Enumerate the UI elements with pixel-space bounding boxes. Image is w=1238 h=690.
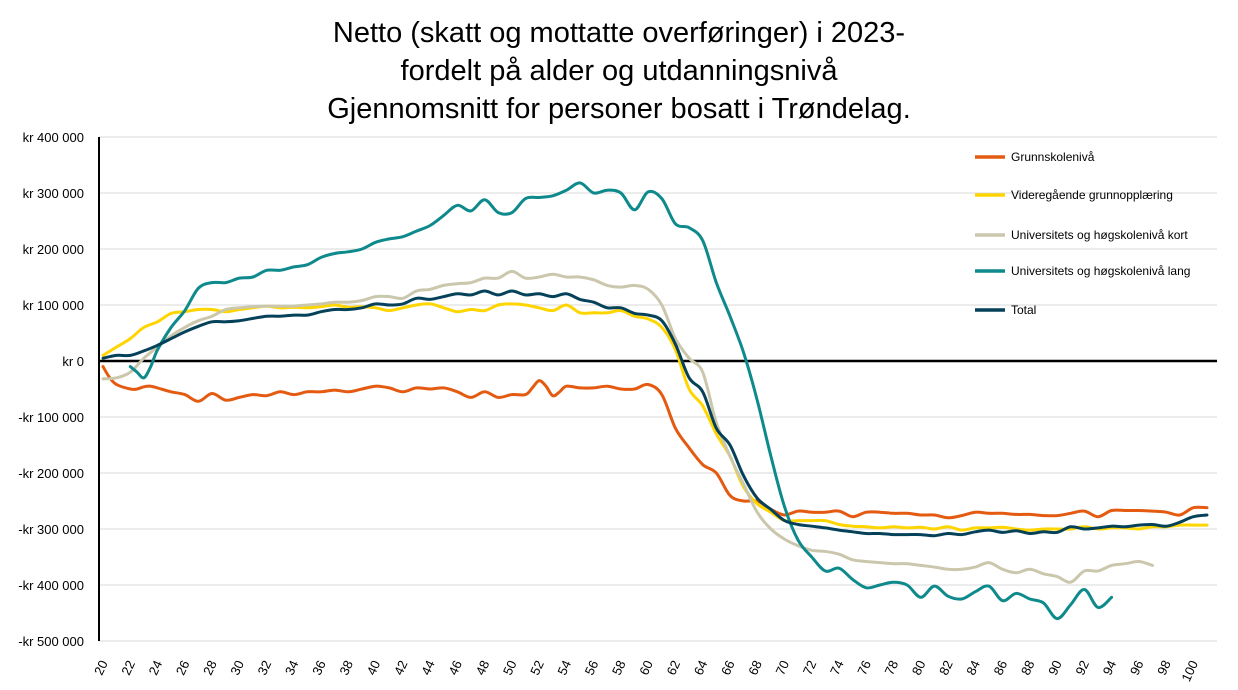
- series-line-3: [101, 269, 1154, 584]
- series-line-5: [101, 289, 1209, 538]
- x-tick-label: 22: [118, 658, 138, 677]
- x-tick-label: 32: [255, 658, 275, 677]
- x-tick-label: 94: [1100, 658, 1120, 677]
- chart-title-line-1: Netto (skatt og mottatte overføringer) i…: [332, 17, 906, 49]
- y-tick-label: -kr 200 000: [18, 466, 84, 481]
- gridlines: [99, 136, 1217, 642]
- x-tick-label: 30: [227, 658, 247, 677]
- x-tick-label: 44: [418, 658, 438, 677]
- legend-label: Universitets og høgskolenivå kort: [1011, 228, 1188, 242]
- x-tick-label: 58: [609, 658, 629, 677]
- x-tick-label: 74: [827, 658, 847, 677]
- y-axis-tick-labels: kr 400 000 kr 300 000 kr 200 000 kr 100 000…: [18, 130, 84, 649]
- legend-label: Universitets og høgskolenivå lang: [1011, 264, 1190, 278]
- x-tick-label: 78: [882, 658, 902, 677]
- x-tick-label: 60: [636, 658, 656, 677]
- series-lines: [101, 181, 1209, 621]
- chart-title-line-2: fordelt på alder og utdanningsnivå: [400, 55, 838, 87]
- x-tick-label: 28: [200, 658, 220, 677]
- x-tick-label: 36: [309, 658, 329, 677]
- x-tick-label: 40: [364, 658, 384, 677]
- x-tick-label: 64: [691, 658, 711, 677]
- x-tick-label: 52: [527, 658, 547, 677]
- chart-title: Netto (skatt og mottatte overføringer) i…: [0, 14, 1238, 128]
- x-tick-label: 68: [745, 658, 765, 677]
- series-line-1: [101, 365, 1209, 520]
- x-tick-label: 92: [1072, 658, 1092, 677]
- x-tick-label: 86: [991, 658, 1011, 677]
- y-tick-label: -kr 400 000: [18, 578, 84, 593]
- x-tick-label: 26: [173, 658, 193, 677]
- x-tick-label: 54: [554, 658, 574, 677]
- x-tick-label: 84: [963, 658, 983, 677]
- y-tick-label: kr 400 000: [23, 130, 84, 145]
- x-tick-label: 50: [500, 658, 520, 677]
- x-tick-label: 48: [473, 658, 493, 677]
- x-tick-label: 100: [1178, 658, 1201, 684]
- x-tick-label: 96: [1127, 658, 1147, 677]
- x-tick-label: 88: [1018, 658, 1038, 677]
- x-tick-label: 38: [336, 658, 356, 677]
- y-tick-label: -kr 500 000: [18, 634, 84, 649]
- legend-label: Total: [1011, 303, 1036, 317]
- x-tick-label: 56: [582, 658, 602, 677]
- x-tick-label: 70: [772, 658, 792, 677]
- y-tick-label: kr 100 000: [23, 298, 84, 313]
- x-tick-label: 90: [1045, 658, 1065, 677]
- x-tick-label: 82: [936, 658, 956, 677]
- axes: [98, 137, 1217, 641]
- x-tick-label: 66: [718, 658, 738, 677]
- y-tick-label: kr 200 000: [23, 242, 84, 257]
- legend-label: Grunnskolenivå: [1011, 150, 1095, 164]
- series-line-4: [128, 181, 1114, 621]
- x-tick-label: 34: [282, 658, 302, 677]
- y-tick-label: kr 300 000: [23, 186, 84, 201]
- y-tick-label: -kr 100 000: [18, 410, 84, 425]
- y-tick-label: kr 0: [62, 354, 84, 369]
- x-tick-label: 46: [445, 658, 465, 677]
- x-tick-label: 98: [1154, 658, 1174, 677]
- legend: Grunnskolenivå Videregående grunnopplærin…: [975, 150, 1190, 317]
- legend-label: Videregående grunnopplæring: [1011, 188, 1173, 202]
- x-tick-label: 42: [391, 658, 411, 677]
- x-tick-label: 24: [146, 658, 166, 677]
- y-tick-label: -kr 300 000: [18, 522, 84, 537]
- x-tick-label: 76: [854, 658, 874, 677]
- x-axis-tick-labels: 20 22 24 26 28 30 32 34 36 38 40 42 44 46 48 50 52 54 56 58…: [91, 658, 1201, 684]
- chart-title-line-3: Gjennomsnitt for personer bosatt i Trønd…: [327, 93, 911, 125]
- x-tick-label: 62: [663, 658, 683, 677]
- x-tick-label: 20: [91, 658, 111, 677]
- x-tick-label: 72: [800, 658, 820, 677]
- x-tick-label: 80: [909, 658, 929, 677]
